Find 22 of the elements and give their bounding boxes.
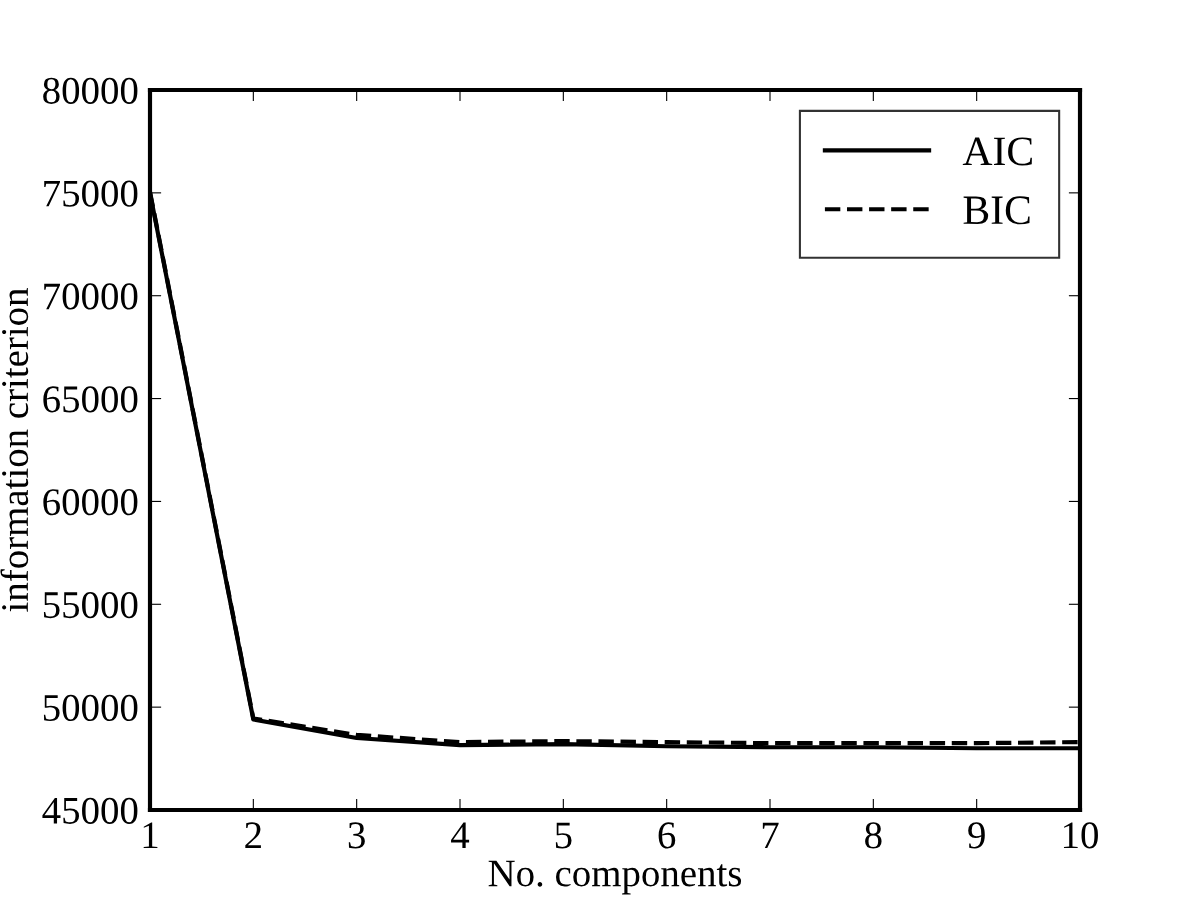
x-tick-label: 6 xyxy=(658,822,676,849)
y-tick-label: 60000 xyxy=(43,489,138,516)
x-tick-label: 2 xyxy=(245,822,261,849)
y-tick-label: 50000 xyxy=(43,694,138,722)
x-tick-label: 9 xyxy=(968,822,985,849)
x-tick-label: 3 xyxy=(348,822,365,849)
y-tick-label: 65000 xyxy=(43,386,138,413)
x-tick-label: 8 xyxy=(865,822,882,849)
x-tick-label: 10 xyxy=(1063,822,1098,849)
x-tick-label: 7 xyxy=(762,822,779,849)
y-tick-label: 70000 xyxy=(44,283,138,310)
y-axis-title: information criterion xyxy=(0,288,29,612)
x-tick-label: 4 xyxy=(451,822,470,849)
y-tick-label: 55000 xyxy=(43,591,138,619)
x-tick-label: 5 xyxy=(555,822,572,849)
x-axis-title: No. components xyxy=(488,860,742,895)
y-tick-label: 45000 xyxy=(42,797,138,824)
y-tick-label: 80000 xyxy=(43,77,138,104)
legend-label: AIC xyxy=(962,137,1032,166)
y-tick-label: 75000 xyxy=(44,180,138,207)
x-tick-label: 1 xyxy=(143,822,158,849)
legend-label: BIC xyxy=(963,196,1030,225)
